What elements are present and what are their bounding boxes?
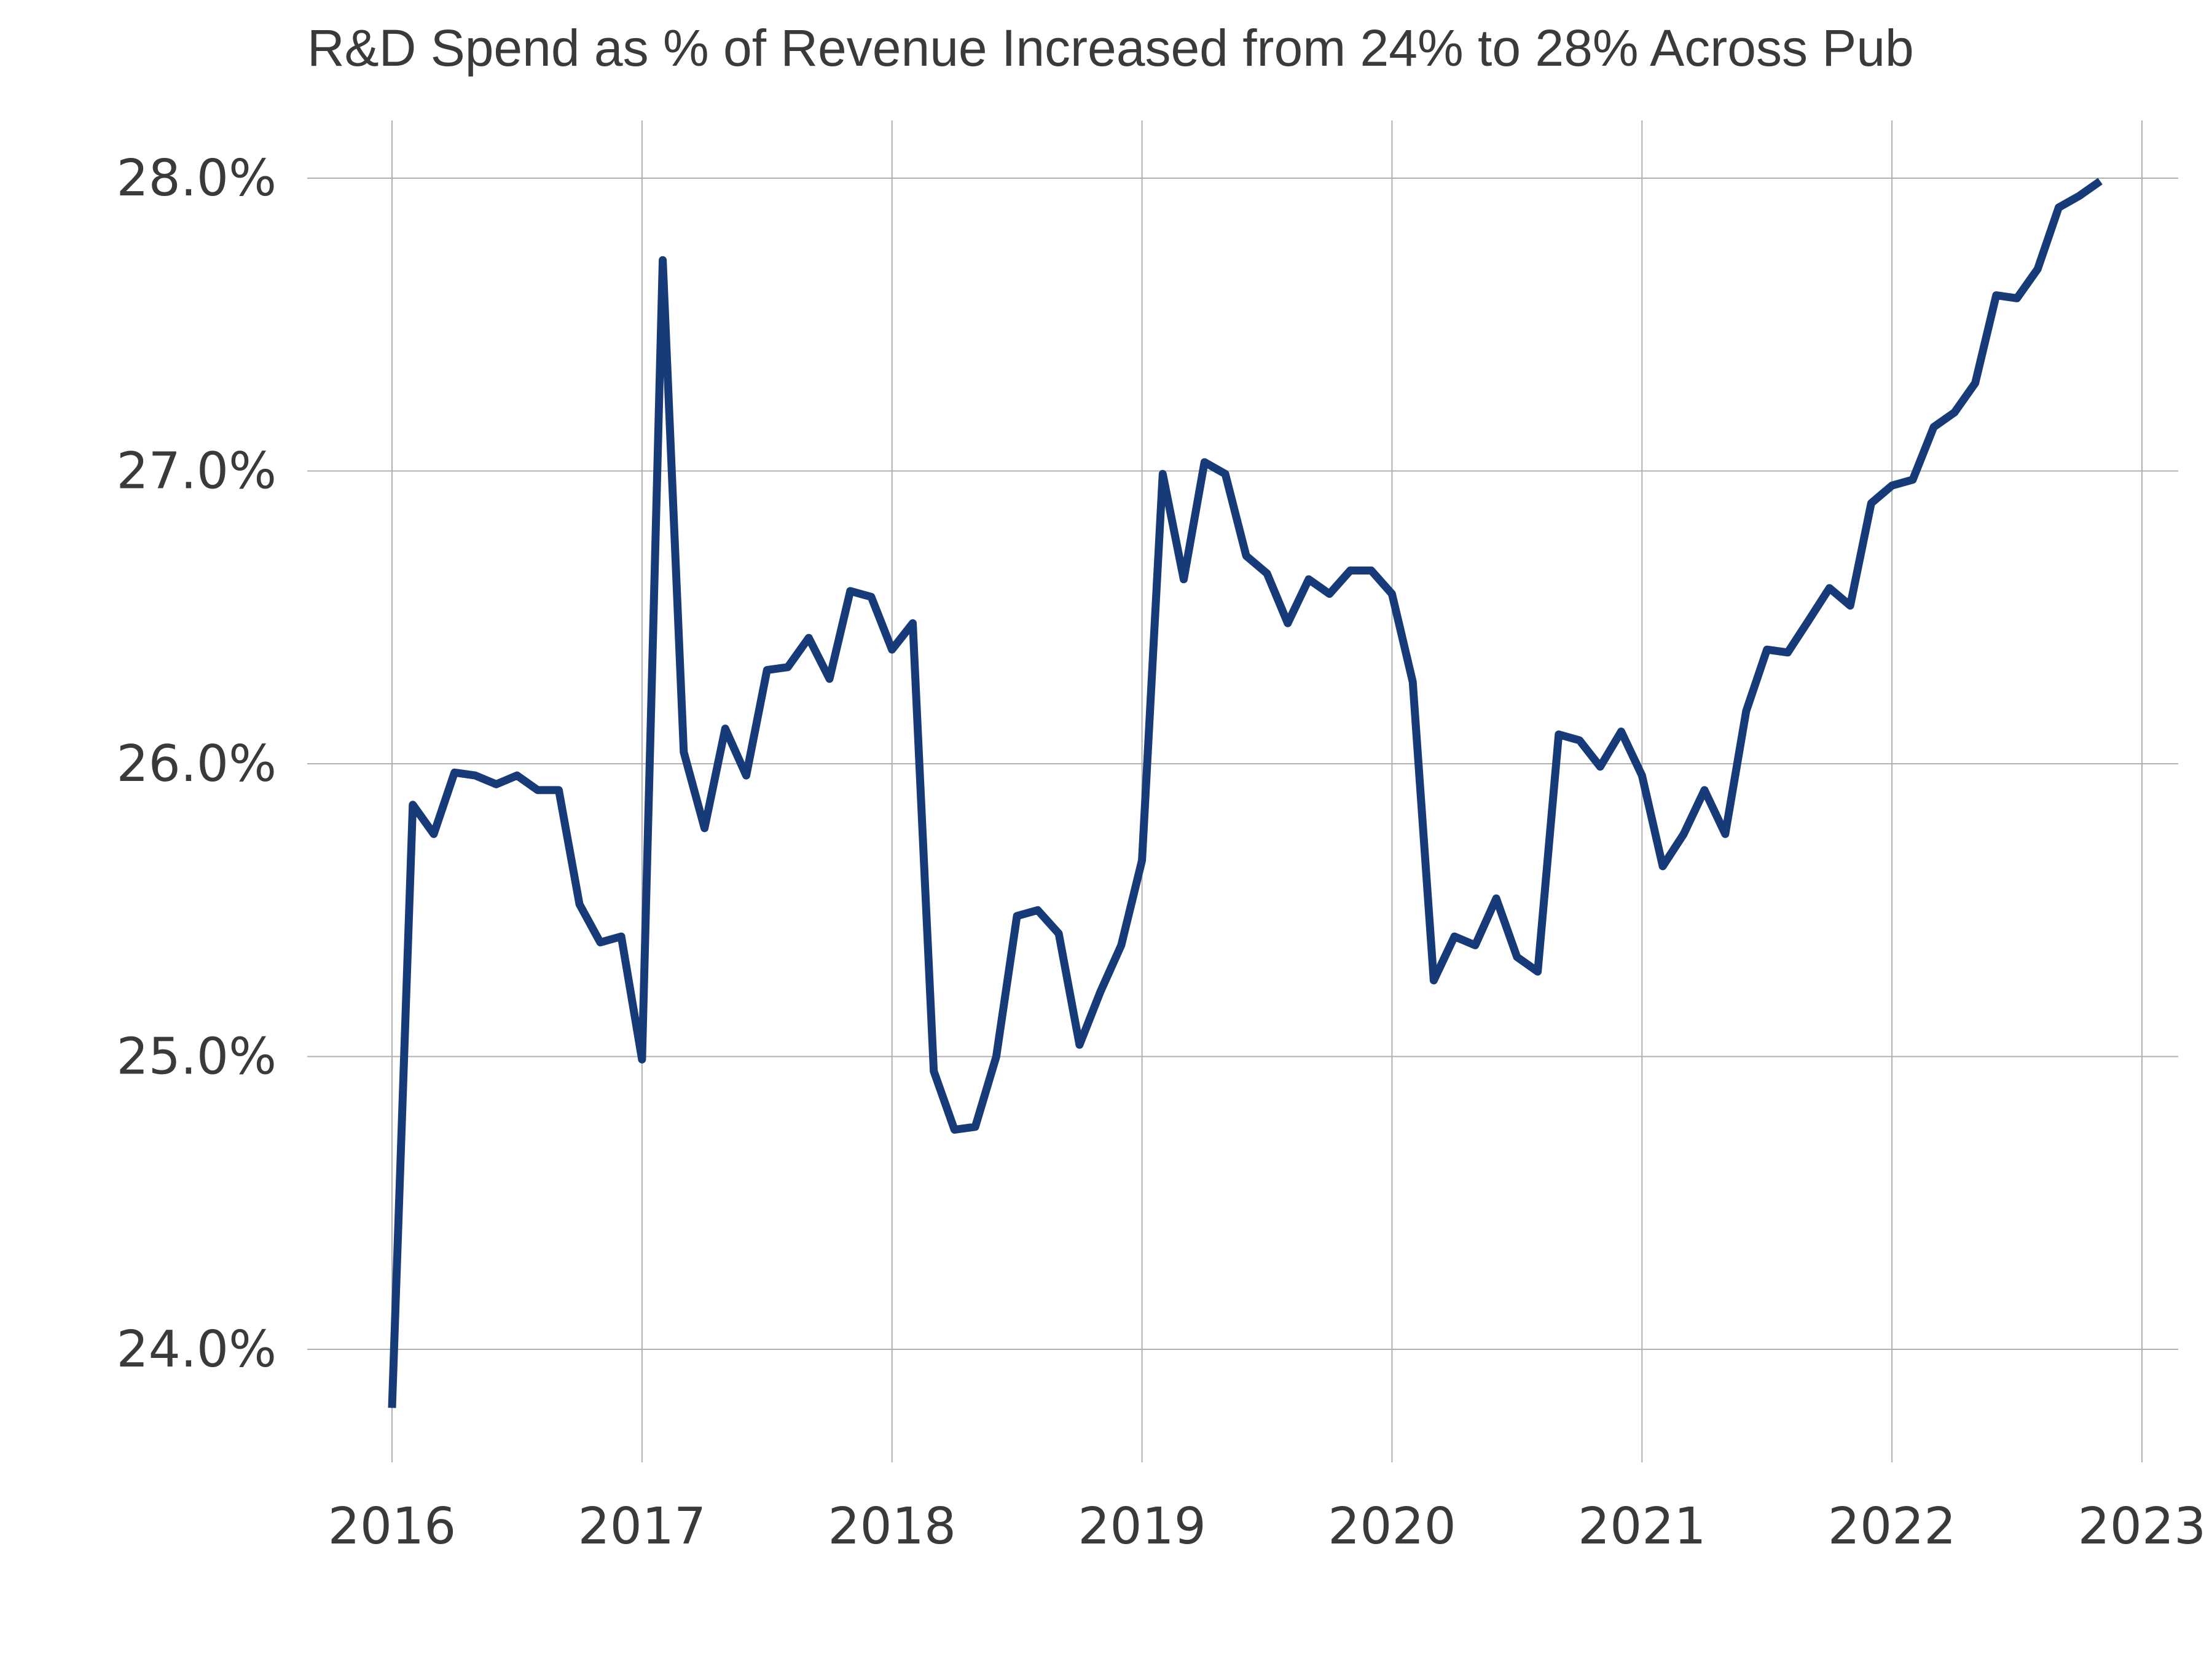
y-tick-label: 25.0% (117, 1028, 277, 1086)
y-axis: 28.0% 27.0% 26.0% 25.0% 24.0% (117, 149, 277, 1379)
chart-title: R&D Spend as % of Revenue Increased from… (307, 19, 1914, 77)
x-tick-label: 2020 (1328, 1497, 1456, 1556)
series-line (388, 178, 2103, 1408)
x-tick-label: 2018 (828, 1497, 956, 1556)
x-tick-label: 2023 (2078, 1497, 2206, 1556)
x-tick-label: 2019 (1078, 1497, 1206, 1556)
x-tick-label: 2021 (1578, 1497, 1706, 1556)
grid (307, 120, 2178, 1462)
x-tick-label: 2017 (578, 1497, 707, 1556)
y-tick-label: 28.0% (117, 149, 277, 208)
x-axis: 2016 2017 2018 2019 2020 2021 2022 2023 (328, 1497, 2206, 1556)
x-tick-label: 2016 (328, 1497, 457, 1556)
series (388, 178, 2103, 1408)
y-tick-label: 26.0% (117, 735, 277, 793)
y-tick-label: 27.0% (117, 442, 277, 501)
x-tick-label: 2022 (1828, 1497, 1956, 1556)
y-tick-label: 24.0% (117, 1320, 277, 1379)
